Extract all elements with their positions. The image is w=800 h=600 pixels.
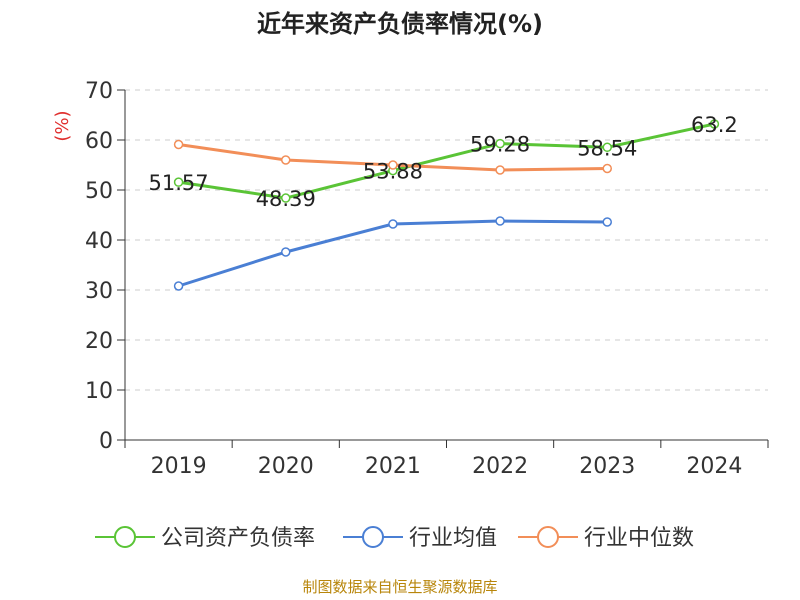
data-point [173, 139, 184, 150]
legend-label: 行业均值 [409, 526, 497, 551]
gridlines [125, 89, 768, 391]
source-note: 制图数据来自恒生聚源数据库 [302, 578, 497, 596]
data-point [602, 217, 612, 227]
legend-swatch-marker [537, 526, 559, 548]
series-layer [173, 119, 720, 291]
data-point [709, 119, 720, 129]
y-tick-label: 60 [85, 129, 113, 154]
y-tick-label: 0 [99, 429, 113, 454]
x-tick-label: 2022 [472, 454, 528, 479]
y-tick-label: 50 [85, 179, 113, 204]
data-point [388, 160, 398, 170]
legend-swatch-marker [362, 526, 384, 548]
axes [117, 89, 769, 448]
y-tick-label: 30 [85, 279, 113, 304]
x-tick-label: 2024 [686, 454, 742, 479]
y-tick-label: 10 [85, 379, 113, 404]
x-tick-label: 2019 [151, 454, 207, 479]
data-point [495, 138, 505, 149]
data-label: 53.88 [363, 160, 423, 184]
data-point [388, 219, 398, 229]
data-label: 63.2 [691, 113, 738, 137]
data-point [602, 142, 612, 153]
legend-label: 行业中位数 [584, 526, 694, 551]
data-point [495, 216, 505, 226]
data-label: 48.39 [256, 187, 316, 211]
y-axis-label: (%) [52, 110, 73, 141]
series-line-2 [178, 219, 608, 288]
data-point [173, 281, 184, 291]
x-tick-label: 2023 [579, 454, 635, 479]
data-point [602, 163, 612, 174]
chart-title: 近年来资产负债率情况(%) [257, 10, 543, 38]
y-tick-label: 70 [85, 79, 113, 104]
data-point [281, 247, 291, 257]
data-label: 59.28 [470, 133, 530, 157]
y-tick-label: 40 [85, 229, 113, 254]
series-line-1 [178, 122, 715, 200]
legend: 公司资产负债率 行业均值 行业中位数 [95, 526, 694, 551]
tick-labels: 0 10 20 30 40 50 60 70 2019 2020 2021 2022 2023 2024 [85, 79, 742, 479]
data-point [281, 193, 291, 203]
x-tick-label: 2020 [258, 454, 314, 479]
data-point [281, 155, 291, 165]
data-point [173, 177, 184, 187]
legend-label: 公司资产负债率 [161, 526, 315, 551]
legend-swatch-marker [114, 526, 136, 548]
x-tick-label: 2021 [365, 454, 421, 479]
y-tick-label: 20 [85, 329, 113, 354]
data-labels: 51.57 48.39 53.88 59.28 58.54 63.2 [149, 113, 738, 211]
data-label: 51.57 [149, 171, 209, 195]
data-point [495, 165, 505, 175]
data-label: 58.54 [577, 136, 637, 160]
